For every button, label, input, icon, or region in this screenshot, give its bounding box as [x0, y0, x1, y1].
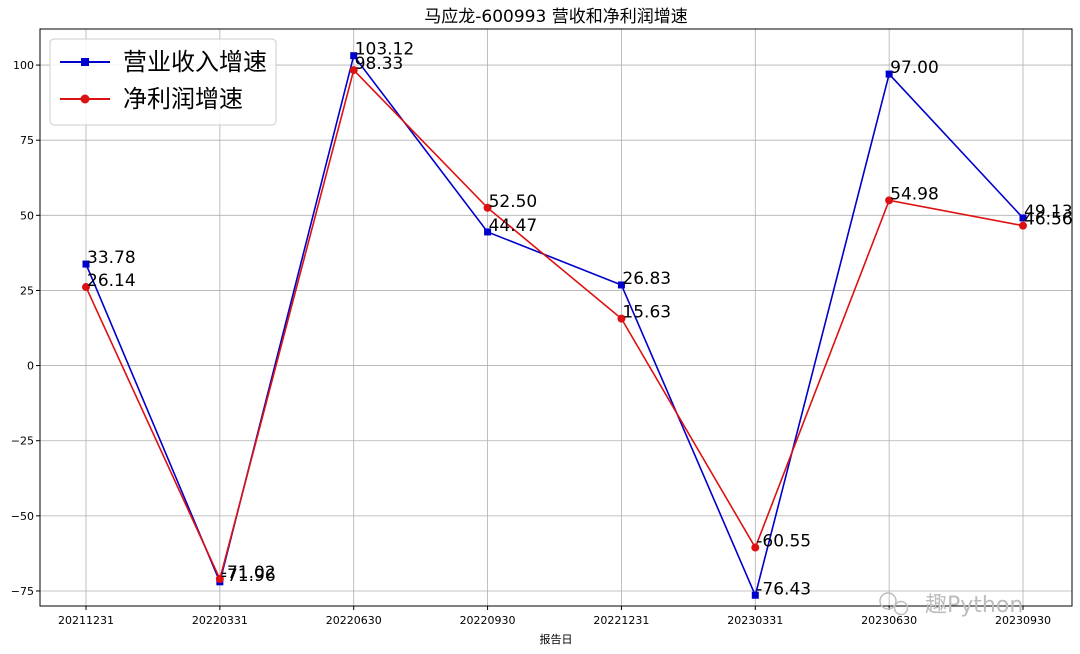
data-point — [751, 591, 759, 599]
x-tick-label: 20230930 — [995, 614, 1051, 627]
data-label: 44.47 — [489, 216, 538, 236]
series-1 — [82, 52, 1027, 599]
data-label: 54.98 — [890, 184, 939, 204]
data-label: 103.12 — [355, 40, 414, 60]
data-label: 33.78 — [87, 248, 136, 268]
chart-title: 马应龙-600993 营收和净利润增速 — [424, 7, 687, 27]
wechat-icon-bubble — [879, 592, 897, 610]
data-point — [617, 314, 626, 323]
plot-frame — [39, 28, 1073, 607]
data-point — [617, 281, 625, 289]
wechat-icon-bubble — [893, 600, 909, 616]
data-point — [349, 66, 358, 75]
legend-label: 营业收入增速 — [123, 48, 267, 76]
data-label: 97.00 — [890, 58, 939, 78]
data-point — [350, 52, 358, 60]
x-ticks: 20211231 20220331 20220630 20220930 20221231… — [58, 606, 1051, 627]
data-point — [1019, 221, 1027, 230]
legend-marker — [80, 94, 90, 104]
data-point — [751, 543, 760, 552]
y-tick-label: 50 — [20, 209, 34, 222]
data-point — [484, 228, 492, 236]
data-point — [1019, 214, 1027, 222]
watermark: 趣Python — [925, 593, 1023, 618]
x-tick-label: 20220930 — [460, 614, 516, 627]
data-point — [885, 70, 893, 78]
data-label: -60.55 — [756, 532, 811, 552]
legend-label: 净利润增速 — [123, 85, 243, 113]
legend-marker — [81, 58, 89, 66]
y-ticks: −75 −50 −25 0 25 50 75 100 — [11, 59, 40, 598]
series-2 — [82, 66, 1027, 584]
data-label: -71.02 — [221, 563, 276, 583]
legend-box — [49, 38, 277, 126]
y-tick-label: 0 — [27, 360, 34, 373]
y-tick-label: −50 — [11, 510, 34, 523]
data-label: 26.14 — [87, 271, 136, 291]
x-tick-label: 20220331 — [192, 614, 248, 627]
data-label: 15.63 — [622, 303, 671, 323]
y-tick-label: 75 — [20, 134, 34, 147]
y-tick-label: −75 — [11, 585, 34, 598]
data-label: 49.13 — [1024, 202, 1073, 222]
data-label: -76.43 — [756, 579, 811, 599]
data-point — [82, 260, 90, 268]
x-tick-label: 20230331 — [727, 614, 783, 627]
y-tick-label: 100 — [13, 59, 34, 72]
x-tick-label: 20220630 — [326, 614, 382, 627]
series-line — [85, 68, 1024, 582]
x-tick-label: 20230630 — [861, 614, 917, 627]
wechat-icon — [879, 592, 909, 616]
y-tick-label: 25 — [20, 284, 34, 297]
data-label: 26.83 — [622, 269, 671, 289]
x-axis-label: 报告日 — [540, 632, 573, 646]
data-point — [82, 283, 90, 292]
data-label: 98.33 — [355, 54, 404, 74]
y-tick-label: −25 — [11, 435, 34, 448]
data-point — [483, 203, 492, 212]
data-label: 52.50 — [489, 192, 538, 212]
data-point — [215, 575, 224, 584]
x-tick-label: 20221231 — [593, 614, 649, 627]
series-line — [85, 53, 1024, 598]
data-label: -71.96 — [221, 566, 276, 586]
x-tick-label: 20211231 — [58, 614, 114, 627]
data-point — [885, 196, 894, 205]
data-label: 46.56 — [1024, 210, 1073, 230]
series — [82, 52, 1027, 599]
data-labels: 33.78 -71.96 103.12 44.47 26.83 -76.43 97.00 49… — [87, 40, 1073, 600]
